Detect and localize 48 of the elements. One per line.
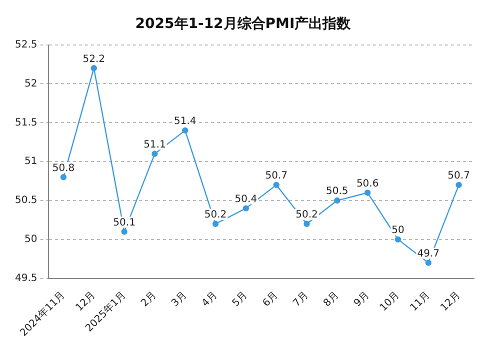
data-label: 50.2 xyxy=(204,209,227,220)
data-label: 51.4 xyxy=(174,116,196,128)
chart-title: 2025年1-12月综合PMI产出指数 xyxy=(135,15,352,32)
x-tick-label: 11月 xyxy=(408,290,432,314)
data-label: 50.2 xyxy=(296,209,318,220)
x-tick-label: 9月 xyxy=(352,290,372,310)
y-tick-label: 49.5 xyxy=(15,272,38,284)
y-tick-label: 52 xyxy=(24,78,38,90)
y-tick-label: 52.5 xyxy=(15,39,38,50)
point xyxy=(182,127,188,134)
point xyxy=(152,150,158,157)
x-tick-label: 10月 xyxy=(378,290,402,314)
point xyxy=(90,65,97,72)
point xyxy=(121,228,128,235)
x-tick-label: 12月 xyxy=(438,290,463,314)
data-label: 50.8 xyxy=(52,162,75,174)
point xyxy=(456,182,462,188)
data-label: 50.7 xyxy=(265,170,288,182)
x-tick-label: 4月 xyxy=(200,290,220,310)
data-label: 50.6 xyxy=(356,178,379,190)
data-label: 51.1 xyxy=(144,139,166,150)
y-tick-label: 51.5 xyxy=(15,117,38,128)
y-tick-label: 51 xyxy=(24,156,38,168)
x-tick-label: 2月 xyxy=(139,290,159,310)
point xyxy=(242,205,250,212)
point xyxy=(334,197,340,204)
point xyxy=(364,190,371,196)
x-tick-label: 3月 xyxy=(170,290,190,310)
x-tick-label: 6月 xyxy=(260,290,280,310)
point xyxy=(212,220,219,227)
data-label: 49.7 xyxy=(417,248,440,260)
data-label: 50.4 xyxy=(234,194,258,205)
data-label: 52.2 xyxy=(82,54,106,65)
point xyxy=(273,182,280,188)
x-tick-label: 12月 xyxy=(74,290,98,314)
y-tick-label: 50 xyxy=(24,234,38,246)
y-tick-label: 50.5 xyxy=(15,195,38,206)
point xyxy=(394,236,402,243)
data-label: 50.1 xyxy=(113,217,136,228)
data-label: 50.7 xyxy=(448,170,470,182)
x-tick-label: 8月 xyxy=(322,290,342,310)
data-label: 50 xyxy=(392,225,404,236)
point xyxy=(304,220,310,227)
data-label: 50.5 xyxy=(326,186,348,198)
x-tick-label: 5月 xyxy=(230,290,250,310)
point xyxy=(60,174,67,180)
point xyxy=(425,260,432,266)
x-tick-label: 7月 xyxy=(291,290,311,310)
